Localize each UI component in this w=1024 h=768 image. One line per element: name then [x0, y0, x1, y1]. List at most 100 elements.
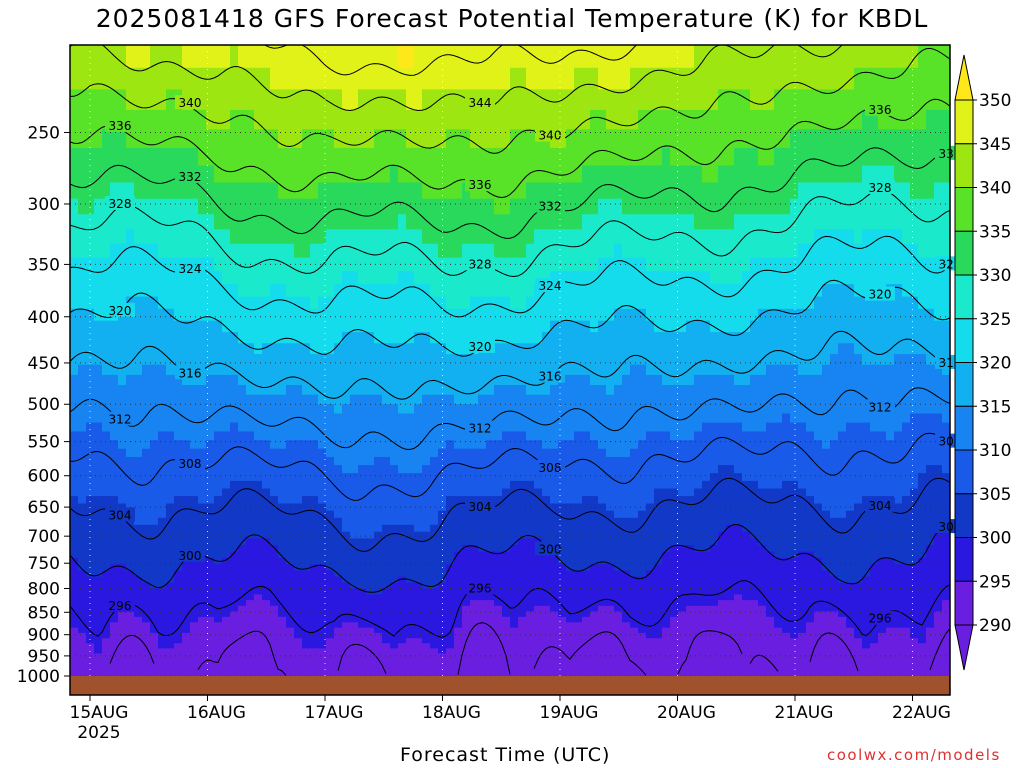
field-cell: [526, 465, 535, 474]
field-cell: [470, 524, 479, 533]
field-cell: [222, 653, 231, 659]
field-cell: [334, 488, 343, 497]
field-cell: [206, 440, 215, 450]
field-cell: [590, 129, 599, 149]
field-cell: [174, 448, 183, 458]
field-cell: [214, 147, 223, 167]
field-cell: [118, 638, 127, 644]
field-cell: [598, 480, 607, 490]
field-cell: [190, 564, 199, 572]
field-cell: [158, 165, 167, 184]
field-cell: [134, 648, 143, 654]
field-cell: [574, 182, 583, 200]
field-cell: [374, 648, 383, 654]
field-cell: [622, 465, 631, 474]
field-cell: [550, 600, 559, 607]
field-cell: [126, 611, 135, 618]
field-cell: [414, 284, 423, 298]
field-cell: [326, 320, 335, 333]
field-cell: [342, 653, 351, 659]
field-cell: [310, 496, 319, 505]
field-cell: [262, 67, 271, 90]
field-cell: [654, 663, 663, 669]
field-cell: [150, 488, 159, 497]
field-cell: [486, 308, 495, 322]
field-cell: [414, 611, 423, 618]
field-cell: [606, 524, 615, 533]
field-cell: [342, 109, 351, 130]
field-cell: [614, 182, 623, 200]
field-cell: [126, 564, 135, 572]
field-cell: [158, 89, 167, 111]
field-cell: [518, 582, 527, 590]
field-cell: [390, 594, 399, 601]
field-cell: [398, 648, 407, 654]
field-cell: [390, 557, 399, 565]
field-cell: [214, 611, 223, 618]
field-cell: [118, 374, 127, 386]
field-cell: [262, 564, 271, 572]
field-cell: [78, 510, 87, 519]
field-cell: [110, 616, 119, 623]
field-cell: [78, 182, 87, 200]
field-cell: [238, 672, 247, 677]
field-cell: [190, 605, 199, 612]
field-cell: [574, 147, 583, 167]
field-cell: [214, 576, 223, 584]
field-cell: [166, 67, 175, 90]
field-cell: [478, 109, 487, 130]
field-cell: [422, 214, 431, 230]
field-cell: [206, 524, 215, 533]
field-cell: [366, 229, 375, 245]
field-cell: [486, 545, 495, 553]
field-cell: [462, 648, 471, 654]
field-cell: [494, 271, 503, 285]
field-cell: [646, 588, 655, 595]
field-cell: [246, 457, 255, 466]
field-cell: [502, 129, 511, 149]
field-cell: [430, 431, 439, 441]
field-cell: [390, 627, 399, 634]
field-cell: [262, 422, 271, 433]
field-cell: [278, 284, 287, 298]
field-cell: [446, 632, 455, 639]
field-cell: [614, 576, 623, 584]
field-cell: [422, 480, 431, 490]
field-cell: [574, 89, 583, 111]
field-cell: [598, 448, 607, 458]
field-cell: [166, 605, 175, 612]
field-cell: [302, 354, 311, 366]
field-cell: [150, 404, 159, 415]
field-cell: [166, 129, 175, 149]
field-cell: [270, 658, 279, 664]
field-cell: [574, 431, 583, 441]
field-cell: [294, 147, 303, 167]
field-cell: [486, 524, 495, 533]
field-cell: [142, 214, 151, 230]
field-cell: [406, 354, 415, 366]
field-cell: [358, 404, 367, 415]
field-cell: [518, 308, 527, 322]
field-cell: [70, 364, 79, 376]
field-cell: [550, 229, 559, 245]
field-cell: [150, 616, 159, 623]
field-cell: [270, 431, 279, 441]
field-cell: [398, 672, 407, 677]
field-cell: [334, 448, 343, 458]
field-cell: [294, 257, 303, 272]
field-cell: [190, 320, 199, 333]
field-cell: [550, 394, 559, 405]
field-cell: [470, 413, 479, 424]
field-cell: [654, 632, 663, 639]
field-cell: [358, 668, 367, 674]
field-cell: [318, 45, 327, 69]
field-cell: [358, 510, 367, 519]
field-cell: [118, 538, 127, 546]
field-cell: [414, 422, 423, 433]
field-cell: [438, 284, 447, 298]
field-cell: [110, 243, 119, 259]
field-cell: [518, 627, 527, 634]
field-cell: [78, 663, 87, 669]
field-cell: [198, 524, 207, 533]
field-cell: [126, 588, 135, 595]
